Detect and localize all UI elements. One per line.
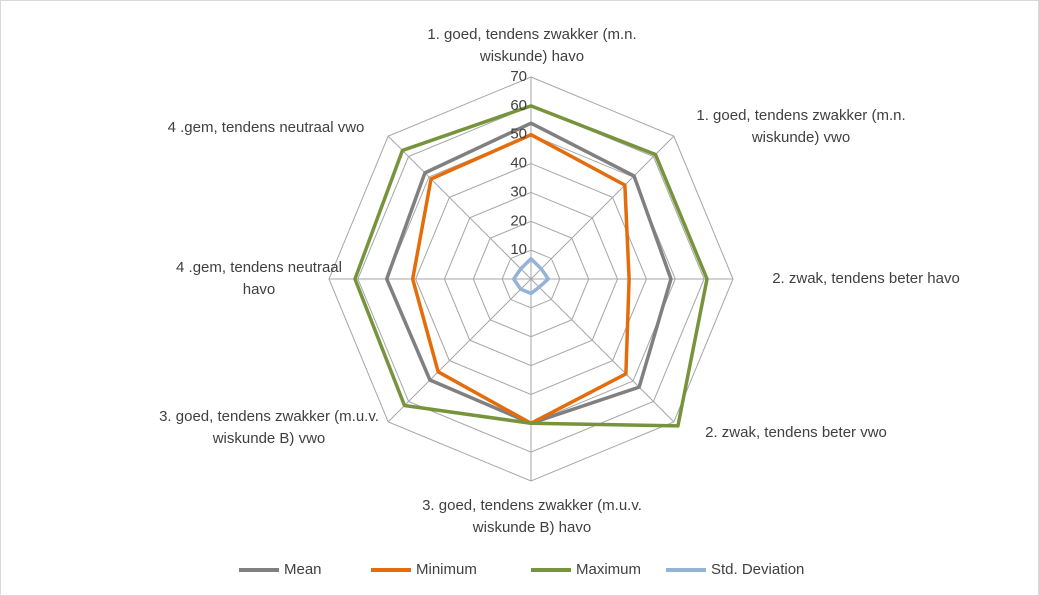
series-line [511,257,551,296]
category-label: 3. goed, tendens zwakker (m.u.v. wiskund… [422,497,642,536]
category-label: 4 .gem, tendens neutraal havo [176,259,342,298]
category-label: 1. goed, tendens zwakker (m.n. wiskunde)… [696,107,906,146]
series-line [353,104,709,428]
tick-label: 60 [510,97,527,114]
category-label: 4 .gem, tendens neutraal vwo [167,119,365,136]
tick-label: 40 [510,155,527,172]
legend-label: Mean [284,561,322,578]
spoke [387,278,532,423]
tick-label: 70 [510,68,527,85]
spoke [530,278,675,423]
tick-label: 10 [510,241,527,258]
legend-label: Minimum [416,561,477,578]
legend-label: Std. Deviation [711,561,804,578]
spoke [530,135,675,280]
tick-label: 30 [510,183,527,200]
legend-label: Maximum [576,561,641,578]
category-label: 1. goed, tendens zwakker (m.n. wiskunde)… [427,26,637,65]
spoke [387,135,532,280]
category-label: 2. zwak, tendens beter vwo [705,424,887,441]
category-label: 2. zwak, tendens beter havo [772,270,960,287]
category-label: 3. goed, tendens zwakker (m.u.v. wiskund… [159,408,379,447]
tick-label: 50 [510,126,527,143]
tick-label: 20 [510,212,527,229]
